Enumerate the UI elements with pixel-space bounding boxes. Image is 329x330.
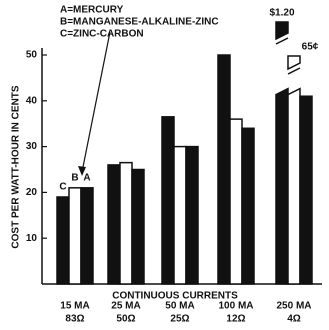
legend-entry: B=MANGANESE-ALKALINE-ZINC [60, 17, 219, 28]
bar [68, 187, 82, 285]
x-tick-label: 250 MA [276, 301, 311, 312]
bar [80, 187, 94, 285]
legend-arrow [81, 31, 111, 173]
bar [287, 87, 301, 285]
bar [173, 145, 187, 285]
bar [119, 161, 133, 285]
y-tick-label: 50 [26, 50, 38, 61]
bar [107, 164, 121, 285]
series-letter: A [83, 172, 90, 183]
series-letter: B [71, 172, 78, 183]
bar [161, 116, 175, 285]
x-tick-label: 12Ω [226, 314, 245, 325]
x-tick-label: 83Ω [65, 314, 84, 325]
y-tick-label: 10 [26, 233, 38, 244]
break-mark [275, 37, 289, 45]
bar [185, 145, 199, 285]
bar [217, 54, 231, 285]
bar [229, 118, 243, 285]
break-mark [287, 67, 301, 75]
bar [131, 168, 145, 285]
bar [241, 127, 255, 285]
x-tick-label: 25 MA [111, 301, 140, 312]
x-tick-label: 50Ω [116, 314, 135, 325]
y-tick-label: 40 [26, 95, 38, 106]
y-tick-label: 30 [26, 141, 38, 152]
legend-arrow-head [78, 166, 86, 176]
x-tick-label: 15 MA [60, 301, 89, 312]
x-axis-label: CONTINUOUS CURRENTS [112, 291, 238, 302]
legend-entry: A=MERCURY [60, 5, 124, 16]
x-tick-label: 4Ω [287, 314, 301, 325]
x-tick-label: 50 MA [165, 301, 194, 312]
value-label: 65¢ [302, 42, 319, 53]
x-tick-label: 100 MA [218, 301, 253, 312]
legend-entry: C=ZINC-CARBON [60, 29, 144, 40]
y-tick-label: 20 [26, 187, 38, 198]
x-tick-label: 25Ω [170, 314, 189, 325]
bar-top [287, 55, 301, 71]
bar [299, 95, 313, 285]
bar [56, 196, 70, 285]
y-axis-label: COST PER WATT-HOUR IN CENTS [11, 85, 22, 248]
series-letter: C [59, 182, 66, 193]
bar [275, 87, 289, 285]
bar-top [275, 21, 289, 41]
value-label: $1.20 [269, 8, 294, 19]
